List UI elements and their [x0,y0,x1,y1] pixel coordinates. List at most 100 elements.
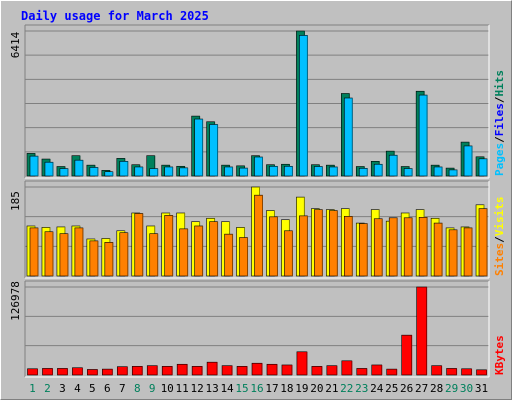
bar-kbytes-day-31 [476,369,487,376]
x-tick-label-day-3: 3 [59,382,66,395]
bar-sites-day-12 [194,225,203,277]
x-tick-label-day-1: 1 [29,382,36,395]
x-tick-label-day-9: 9 [149,382,156,395]
bar-kbytes-day-4 [72,367,83,376]
bar-sites-day-22 [344,216,353,277]
x-tick-label-day-2: 2 [44,382,51,395]
x-tick-label-day-30: 30 [460,382,473,395]
bar-kbytes-day-27 [416,286,427,376]
bar-sites-day-11 [179,228,188,277]
bar-pages-day-24 [373,163,383,177]
bar-kbytes-day-30 [461,368,472,376]
bar-sites-day-15 [239,237,248,277]
bar-pages-day-12 [194,118,203,177]
bar-pages-day-22 [344,97,353,177]
bar-kbytes-day-11 [176,363,188,376]
legend-item: KBytes [493,335,506,375]
bar-kbytes-day-8 [131,366,143,376]
bar-kbytes-day-10 [161,366,173,376]
x-tick-label-day-10: 10 [161,382,174,395]
legend-item: Files [493,103,506,136]
x-tick-label-day-18: 18 [280,382,293,395]
x-tick-label-day-8: 8 [134,382,141,395]
bar-kbytes-day-23 [356,368,368,376]
bar-kbytes-day-17 [266,363,278,376]
bar-sites-day-16 [254,194,263,277]
bar-sites-day-2 [44,231,54,277]
bar-kbytes-day-12 [191,366,203,376]
bar-kbytes-day-7 [116,366,128,376]
bar-pages-day-5 [89,167,99,177]
x-tick-label-day-29: 29 [445,382,458,395]
chart-title: Daily usage for March 2025 [21,9,209,23]
bar-sites-day-20 [314,209,323,277]
bar-sites-day-23 [358,223,368,277]
legend-item: / [493,236,506,243]
bar-sites-day-6 [104,242,114,277]
bar-sites-day-30 [463,227,473,277]
bar-pages-day-27 [418,94,428,177]
x-tick-label-day-14: 14 [220,382,234,395]
bar-pages-day-16 [254,156,263,177]
x-tick-label-day-21: 21 [325,382,338,395]
legend-kbytes: KBytes [493,335,506,375]
bar-sites-day-29 [448,229,458,277]
bar-pages-day-17 [269,165,278,177]
x-tick-label-day-19: 19 [295,382,308,395]
bar-sites-day-27 [418,217,428,277]
bar-sites-day-25 [388,217,398,277]
bar-pages-day-10 [164,166,173,177]
bar-pages-day-4 [74,159,84,177]
bar-kbytes-day-15 [236,366,248,376]
bar-pages-day-23 [358,168,368,177]
x-tick-label-day-20: 20 [310,382,323,395]
bar-sites-day-19 [299,215,308,277]
x-tick-label-day-26: 26 [400,382,413,395]
legend-hits-files-pages: Pages/Files/Hits [493,70,506,176]
bar-pages-day-9 [149,168,159,177]
bar-kbytes-day-28 [431,365,442,376]
x-tick-label-day-11: 11 [176,382,189,395]
panel-hits-files-pages [25,25,489,178]
bar-kbytes-day-16 [251,362,263,376]
legend-item: Pages [493,143,506,176]
x-tick-label-day-17: 17 [265,382,278,395]
bar-pages-day-11 [179,167,188,177]
bar-kbytes-day-3 [57,368,68,376]
bar-kbytes-day-18 [281,364,293,376]
bar-sites-day-28 [433,222,443,277]
legend-item: Hits [493,70,506,97]
bar-sites-day-10 [164,215,173,277]
bar-kbytes-day-21 [326,365,338,376]
bar-kbytes-day-2 [42,368,53,376]
bar-pages-day-2 [44,161,54,177]
bar-kbytes-day-22 [341,360,353,376]
bar-pages-day-29 [448,169,458,177]
bar-sites-day-26 [403,217,413,277]
bar-kbytes-day-6 [102,368,113,376]
bar-pages-day-8 [134,166,144,177]
bar-pages-day-3 [59,168,69,177]
bar-kbytes-day-26 [401,334,412,376]
bar-pages-day-6 [104,171,114,177]
bar-sites-day-9 [149,233,159,277]
legend-visits-sites: Sites/Visits [493,197,506,277]
x-tick-label-day-16: 16 [250,382,263,395]
bar-pages-day-26 [403,168,413,177]
y-max-label-kbytes: 126978 [9,281,22,321]
bar-pages-day-28 [433,166,443,177]
x-tick-label-day-7: 7 [119,382,126,395]
y-max-label-visits-sites: 185 [9,191,22,211]
bar-kbytes-day-5 [87,369,98,376]
bar-kbytes-day-25 [386,368,398,376]
bar-sites-day-7 [119,232,129,277]
bar-pages-day-19 [299,35,308,177]
bar-pages-day-13 [209,124,218,177]
bar-pages-day-31 [478,158,488,177]
bar-kbytes-day-19 [296,351,308,376]
legend-item: Sites [493,243,506,276]
bar-sites-day-18 [284,230,293,277]
bar-pages-day-7 [119,161,129,177]
bar-pages-day-25 [388,154,398,177]
bar-sites-day-31 [478,208,488,277]
